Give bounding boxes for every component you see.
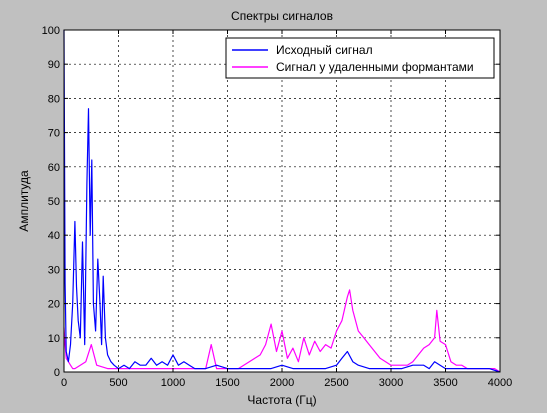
chart-title: Спектры сигналов — [231, 9, 333, 23]
y-axis-label: Амплитуда — [17, 170, 31, 232]
legend: Исходный сигнал Сигнал у удаленными форма… — [225, 37, 495, 79]
y-tick-label: 90 — [48, 59, 60, 71]
y-tick-label: 20 — [48, 299, 60, 311]
y-tick-label: 60 — [48, 162, 60, 174]
y-tick-label: 50 — [48, 196, 60, 208]
x-tick-label: 2500 — [324, 377, 348, 389]
x-tick-label: 4000 — [488, 377, 512, 389]
y-tick-label: 30 — [48, 264, 60, 276]
y-tick-label: 100 — [42, 25, 60, 37]
x-tick-label: 1000 — [161, 377, 185, 389]
x-tick-label: 2000 — [270, 377, 294, 389]
x-tick-label: 1500 — [215, 377, 239, 389]
legend-label-0: Исходный сигнал — [276, 43, 373, 57]
y-tick-label: 10 — [48, 333, 60, 345]
x-tick-label: 3000 — [379, 377, 403, 389]
y-tick-label: 80 — [48, 93, 60, 105]
series-line-1 — [63, 289, 501, 373]
y-tick-label: 70 — [48, 128, 60, 140]
y-tick-label: 0 — [54, 367, 60, 379]
ticks: 0 500 1000 1500 2000 2500 3000 3500 4000 0 10 20 30 4… — [42, 25, 513, 389]
x-tick-label: 500 — [109, 377, 127, 389]
legend-label-1: Сигнал у удаленными формантами — [276, 60, 474, 74]
x-tick-label: 0 — [61, 377, 67, 389]
grid — [64, 30, 500, 372]
x-tick-label: 3500 — [433, 377, 457, 389]
x-axis-label: Частота (Гц) — [247, 393, 316, 407]
legend-box — [225, 37, 495, 79]
y-tick-label: 40 — [48, 230, 60, 242]
